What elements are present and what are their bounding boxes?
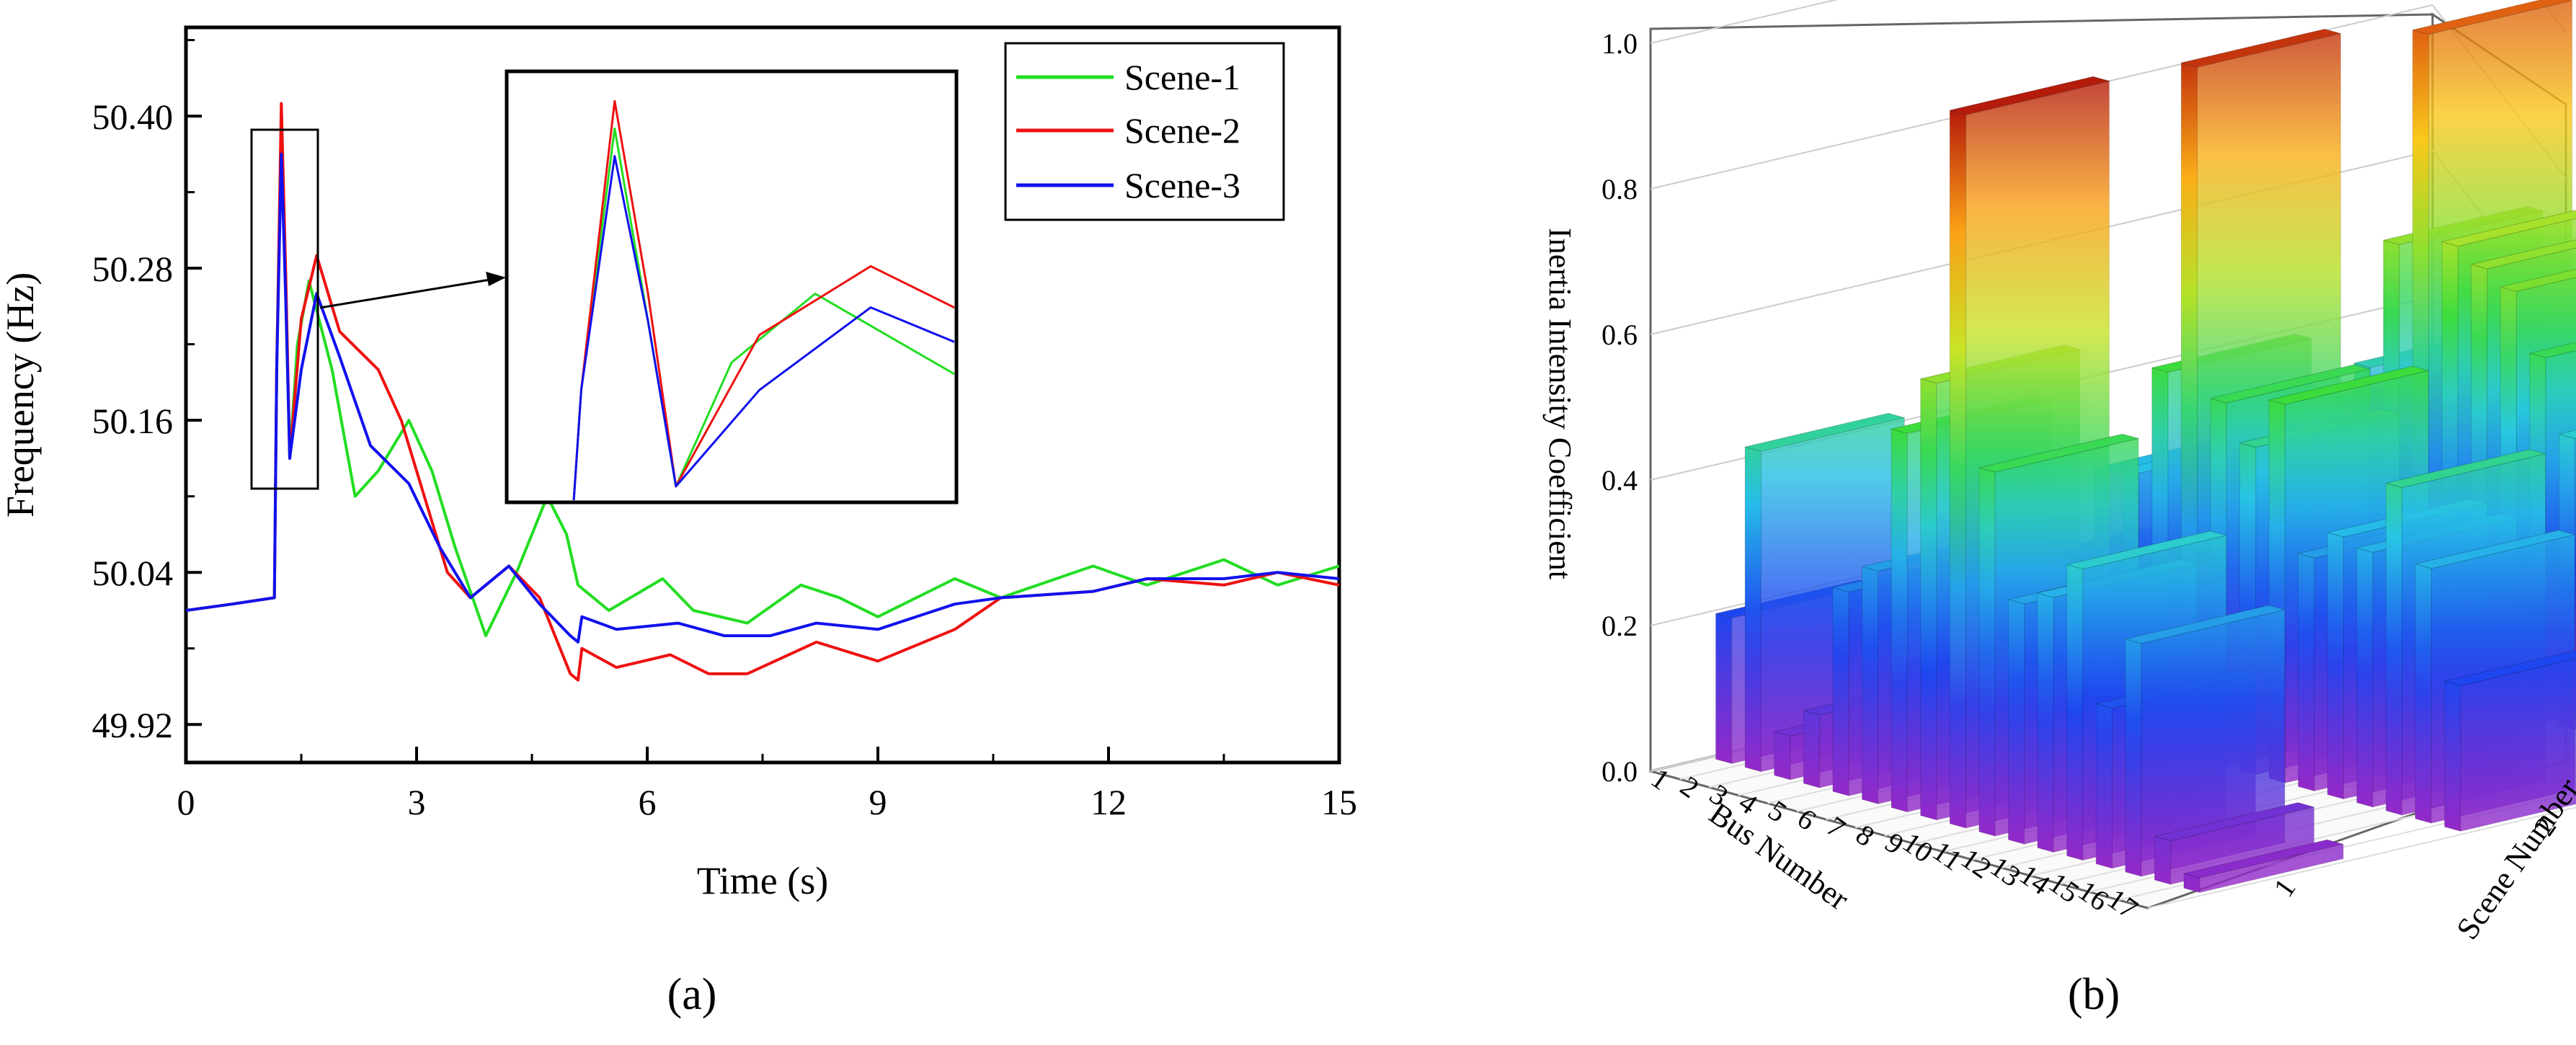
bars-b <box>1715 0 2576 894</box>
y-tick-label: 50.28 <box>92 249 174 289</box>
z-axis-label-b: Inertia Intensity Coefficient <box>1542 228 1578 579</box>
x-tick-label: 12 <box>1091 782 1127 822</box>
panel-label-a: (a) <box>667 970 717 1019</box>
bar-bus-17-scene-2 <box>2444 649 2576 832</box>
legend-label-scene-2: Scene-2 <box>1124 110 1240 151</box>
z-tick-label: 0.0 <box>1602 755 1638 788</box>
tick-marks-a <box>185 39 1341 762</box>
x-tick-label: 0 <box>177 782 195 822</box>
x-axis-label-a: Time (s) <box>697 859 829 902</box>
tick-labels-a: 0 3 6 9 12 15 49.92 50.04 50.16 50.28 50.40 <box>92 97 1358 822</box>
legend-label-scene-3: Scene-3 <box>1124 165 1240 205</box>
z-tick-label: 0.2 <box>1602 610 1638 642</box>
legend-a: Scene-1 Scene-2 Scene-3 <box>1004 42 1285 221</box>
y-tick-label: 49.92 <box>92 705 174 745</box>
bar-bus-17-scene-1 <box>2183 839 2344 894</box>
zoom-arrow-line <box>319 278 491 309</box>
y-tick-label: 50.40 <box>92 97 174 137</box>
legend-label-scene-1: Scene-1 <box>1124 57 1240 97</box>
zoom-region-box <box>250 128 319 490</box>
y-axis-label-a: Frequency (Hz) <box>0 272 42 517</box>
y-tick-label: 50.16 <box>92 401 174 441</box>
inset-line-scene-2 <box>572 99 954 500</box>
inset-line-scene-3 <box>572 155 954 500</box>
x-tick-label: 15 <box>1321 782 1357 822</box>
bar-bus-15-scene-1 <box>2125 605 2286 877</box>
line-series-group <box>186 102 1339 682</box>
x-tick-label: 6 <box>639 782 657 822</box>
y-tick-label-b: 1 <box>2267 872 2301 902</box>
z-tick-label: 1.0 <box>1602 27 1638 60</box>
floor-gridline <box>2147 806 2576 909</box>
inset-series-group <box>572 99 954 500</box>
inset-frame <box>505 69 959 504</box>
x-tick-label: 3 <box>408 782 426 822</box>
z-tick-label: 0.4 <box>1602 464 1638 497</box>
zoom-arrow-head <box>486 272 506 286</box>
panel-b: 0.00.20.40.60.81.01234567891011121314151… <box>1542 0 2576 1019</box>
series-line-scene-3 <box>186 152 1339 644</box>
z-tick-label: 0.8 <box>1602 173 1638 205</box>
panel-label-b: (b) <box>2068 970 2120 1019</box>
z-gridline-back <box>1650 0 1838 44</box>
bar-bus-16-scene-1 <box>2154 802 2315 885</box>
z-tick-label: 0.6 <box>1602 319 1638 351</box>
y-tick-label: 50.04 <box>92 553 174 593</box>
panel-a: 0 3 6 9 12 15 49.92 50.04 50.16 50.28 50.40 Time (… <box>0 25 1358 1019</box>
x-tick-label: 9 <box>869 782 887 822</box>
